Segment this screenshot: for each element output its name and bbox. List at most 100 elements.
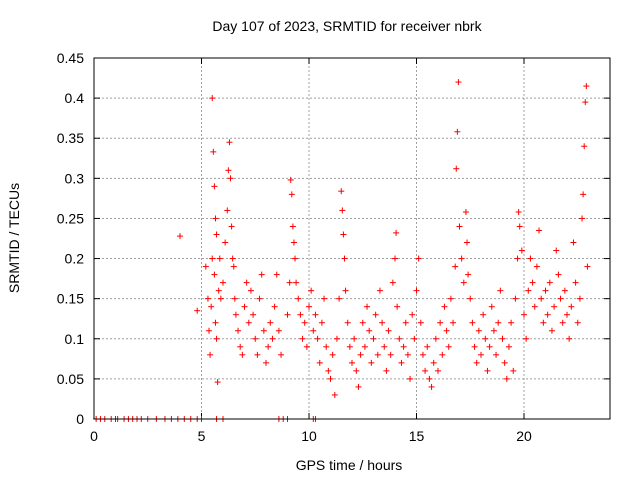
data-point — [226, 139, 233, 146]
data-point — [206, 327, 213, 334]
data-point — [523, 335, 530, 342]
data-point — [478, 351, 484, 358]
data-points — [93, 79, 591, 422]
data-point — [215, 287, 222, 294]
data-point — [576, 295, 583, 302]
data-point — [364, 303, 371, 310]
data-point — [346, 343, 353, 350]
data-point — [430, 359, 437, 366]
data-point — [428, 383, 435, 390]
data-point — [287, 176, 294, 183]
data-point — [245, 319, 252, 326]
data-point — [232, 311, 239, 318]
data-point — [231, 295, 238, 302]
data-point — [379, 319, 386, 326]
grid-lines — [94, 58, 610, 419]
data-point — [230, 263, 237, 270]
data-point — [357, 351, 364, 358]
data-point — [527, 255, 534, 262]
data-point — [398, 359, 405, 366]
data-point — [339, 207, 346, 214]
data-point — [340, 231, 347, 238]
data-point — [353, 367, 360, 374]
data-point — [501, 359, 508, 366]
data-point — [432, 335, 439, 342]
data-point — [269, 335, 276, 342]
data-point — [217, 295, 224, 302]
y-axis-label: SRMTID / TECUs — [6, 183, 22, 293]
data-point — [486, 343, 493, 350]
data-point — [288, 191, 295, 198]
data-point — [579, 215, 586, 222]
data-point — [415, 255, 422, 262]
data-point — [308, 287, 315, 294]
data-point — [445, 343, 452, 350]
data-point — [540, 319, 547, 326]
data-point — [566, 335, 573, 342]
data-point — [325, 367, 332, 374]
data-point — [450, 319, 457, 326]
data-point — [389, 279, 396, 286]
data-point — [499, 335, 506, 342]
data-point — [508, 319, 515, 326]
data-point — [316, 359, 323, 366]
data-point — [376, 287, 383, 294]
data-point — [473, 359, 480, 366]
y-tick-label: 0.05 — [57, 371, 84, 387]
data-point — [338, 188, 345, 195]
data-point — [227, 175, 234, 182]
y-tick-label: 0 — [76, 411, 84, 427]
data-point — [437, 319, 444, 326]
data-point — [394, 303, 401, 310]
data-point — [407, 375, 414, 382]
data-point — [471, 343, 478, 350]
data-point — [243, 279, 250, 286]
data-point — [370, 335, 377, 342]
y-tick-label: 0.4 — [65, 90, 85, 106]
data-point — [366, 327, 373, 334]
data-point — [207, 351, 214, 358]
data-point — [570, 239, 577, 246]
data-point — [297, 311, 304, 318]
data-point — [409, 311, 416, 318]
x-tick-label: 20 — [516, 428, 532, 444]
data-point — [460, 279, 467, 286]
data-point — [225, 167, 232, 174]
data-point — [439, 351, 446, 358]
y-tick-label: 0.3 — [65, 170, 85, 186]
data-point — [254, 351, 261, 358]
data-point — [275, 327, 282, 334]
data-point — [411, 335, 418, 342]
y-tick-label: 0.45 — [57, 50, 84, 66]
data-point — [286, 279, 293, 286]
tick-labels: 0 0.05 0.1 0.15 0.2 0.25 0.3 0.35 0.4 0.45 0 5 10 15 2… — [57, 50, 532, 444]
data-point — [542, 287, 549, 294]
data-point — [557, 295, 564, 302]
x-tick-label: 0 — [90, 428, 98, 444]
data-point — [422, 367, 429, 374]
data-point — [265, 343, 272, 350]
data-point — [533, 263, 540, 270]
data-point — [510, 367, 517, 374]
data-point — [518, 247, 525, 254]
data-point — [318, 319, 325, 326]
y-tick-label: 0.35 — [57, 130, 84, 146]
data-point — [383, 367, 390, 374]
data-point — [553, 247, 560, 254]
data-point — [529, 279, 536, 286]
data-point — [194, 307, 201, 314]
data-point — [400, 343, 407, 350]
data-point — [216, 255, 223, 262]
data-point — [426, 375, 433, 382]
data-point — [306, 303, 312, 310]
data-point — [396, 335, 403, 342]
y-tick-label: 0.15 — [57, 291, 84, 307]
data-point — [454, 128, 461, 135]
data-point — [402, 319, 409, 326]
data-point — [374, 351, 381, 358]
data-point — [312, 311, 319, 318]
data-point — [293, 279, 300, 286]
data-point — [212, 319, 219, 326]
data-point — [256, 295, 263, 302]
